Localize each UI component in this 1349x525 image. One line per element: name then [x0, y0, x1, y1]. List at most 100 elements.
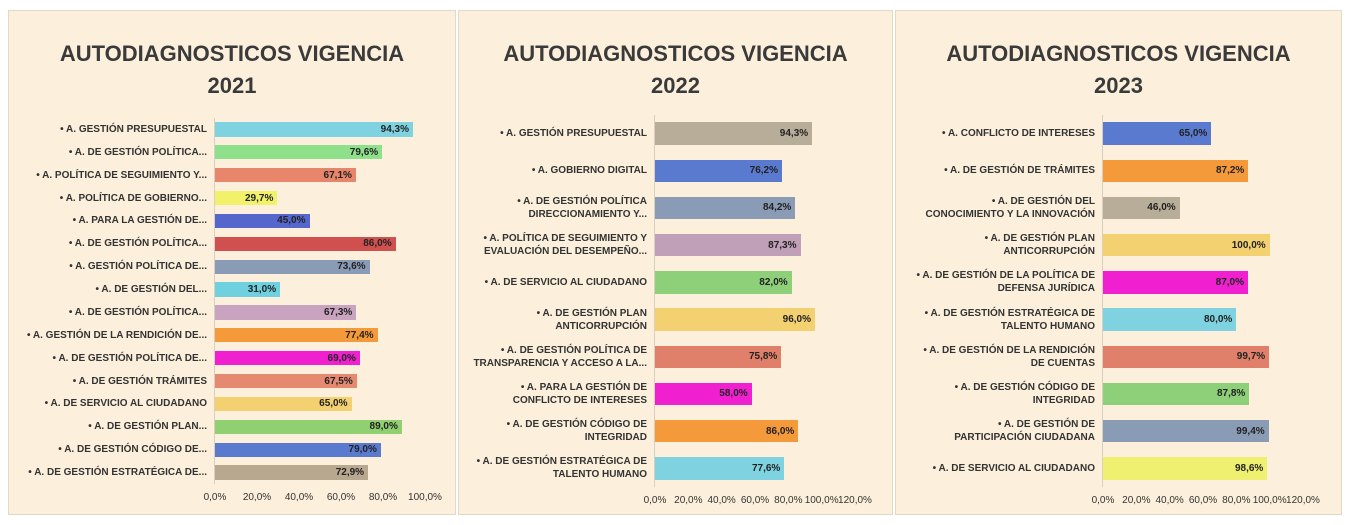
bar [215, 373, 357, 389]
bar [655, 457, 785, 480]
category-label: • A. DE GESTIÓN CÓDIGO DE INTEGRIDAD [954, 381, 1095, 406]
category-label: • A. DE GESTIÓN CÓDIGO DE... [58, 444, 207, 456]
value-label: 87,8% [1216, 388, 1246, 400]
category-label: • A. GESTIÓN DE LA RENDICIÓN DE... [27, 329, 207, 341]
value-label: 58,0% [719, 388, 748, 400]
bar [215, 305, 357, 320]
bar [655, 271, 792, 294]
bar [215, 442, 381, 457]
x-tick-label: 0,0% [643, 495, 667, 506]
bar [1103, 420, 1269, 443]
bar [655, 196, 796, 220]
category-label: • A. GOBIERNO DIGITAL [531, 165, 647, 177]
category-label: • A. POLÍTICA DE GOBIERNO... [59, 192, 207, 204]
bar [1103, 122, 1212, 145]
category-label: • A. DE GESTIÓN ESTRATÉGICA DE... [28, 467, 207, 479]
bar [1103, 457, 1268, 480]
category-label: • A. GESTIÓN POLÍTICA DE... [69, 261, 207, 273]
bar [1103, 345, 1270, 368]
chart-title: AUTODIAGNOSTICOS VIGENCIA 2023 [946, 41, 1291, 98]
x-tick-label: 20,0% [242, 492, 272, 503]
value-label: 100,0% [1231, 239, 1266, 251]
bar [1103, 159, 1249, 182]
x-tick-label: 100,0% [1252, 495, 1287, 506]
category-label: • A. GESTIÓN PRESUPUESTAL [500, 128, 647, 140]
bar [215, 396, 352, 412]
category-label: • A. DE GESTIÓN POLÍTICA... [68, 146, 207, 158]
value-label: 94,3% [779, 128, 809, 140]
x-tick-label: 40,0% [1155, 495, 1184, 506]
value-label: 86,0% [765, 425, 795, 437]
value-label: 72,9% [335, 467, 365, 479]
value-label: 99,4% [1236, 425, 1265, 437]
bar [655, 159, 782, 182]
bar [655, 345, 782, 368]
category-label: • A. CONFLICTO DE INTERESES [942, 128, 1095, 140]
value-label: 82,0% [759, 276, 788, 288]
value-label: 98,6% [1234, 462, 1264, 474]
bar [655, 122, 813, 145]
x-tick-label: 20,0% [1122, 495, 1151, 506]
value-label: 79,0% [348, 444, 377, 456]
bar [655, 308, 815, 331]
axis-line [1102, 115, 1103, 487]
value-label: 99,7% [1236, 351, 1266, 363]
x-tick-label: 40,0% [707, 495, 736, 506]
value-label: 77,4% [345, 329, 374, 341]
category-label: • A. DE GESTIÓN TRÁMITES [72, 375, 207, 387]
x-tick-label: 0,0% [1091, 495, 1115, 506]
axis-line [214, 118, 215, 484]
axis-line [654, 115, 655, 487]
category-label: • A. GESTIÓN PRESUPUESTAL [60, 123, 207, 135]
bar [1103, 308, 1237, 331]
value-label: 79,6% [349, 146, 379, 158]
value-label: 29,7% [245, 192, 274, 204]
chart-title: AUTODIAGNOSTICOS VIGENCIA 2021 [59, 41, 405, 98]
category-label: • A. DE GESTIÓN POLÍTICA... [68, 306, 207, 318]
category-label: • A. DE GESTIÓN ESTRATÉGICA DE TALENTO H… [476, 456, 647, 481]
value-label: 31,0% [247, 284, 277, 296]
chart-title: AUTODIAGNOSTICOS VIGENCIA 2022 [503, 41, 848, 98]
bar [215, 145, 383, 160]
category-label: • A. DE GESTIÓN PLAN... [88, 421, 207, 433]
category-label: • A. DE GESTIÓN POLÍTICA DE... [52, 352, 207, 364]
value-label: 45,0% [277, 215, 306, 227]
value-label: 73,6% [337, 261, 366, 273]
x-tick-label: 20,0% [674, 495, 703, 506]
x-tick-label: 60,0% [1188, 495, 1218, 506]
category-label: • A. DE GESTIÓN DEL... [95, 284, 207, 296]
value-label: 87,3% [768, 239, 797, 251]
x-tick-label: 80,0% [368, 492, 398, 503]
category-label: • A. DE GESTIÓN CÓDIGO DE INTEGRIDAD [506, 419, 647, 444]
value-label: 65,0% [319, 398, 348, 410]
value-label: 67,1% [323, 169, 352, 181]
x-tick-label: 120,0% [1286, 495, 1320, 506]
bar [1103, 382, 1250, 406]
bar [215, 351, 360, 366]
x-tick-label: 60,0% [326, 492, 356, 503]
bar [655, 234, 801, 257]
x-tick-label: 100,0% [408, 492, 442, 503]
x-tick-label: 80,0% [774, 495, 803, 506]
category-label: • A. DE SERVICIO AL CIUDADANO [932, 462, 1095, 474]
value-label: 87,0% [1215, 276, 1244, 288]
bar [215, 465, 369, 480]
category-label: • A. PARA LA GESTIÓN DE... [72, 215, 207, 227]
category-label: • A. DE GESTIÓN POLÍTICA... [68, 238, 207, 250]
bar [215, 259, 370, 274]
category-label: • A. DE GESTIÓN DEL CONOCIMIENTO Y LA IN… [925, 195, 1095, 220]
bar [1103, 234, 1270, 257]
bar [215, 236, 396, 251]
category-label: • A. DE GESTIÓN PLAN ANTICORRUPCIÓN [536, 307, 647, 332]
value-label: 86,0% [363, 238, 392, 250]
bar [215, 168, 356, 183]
value-label: 46,0% [1147, 202, 1176, 214]
bar [1103, 196, 1180, 220]
bar [215, 122, 414, 137]
value-label: 89,0% [369, 421, 398, 433]
category-label: • A. DE GESTIÓN POLÍTICA DE TRANSPARENCI… [473, 344, 647, 369]
category-label: • A. DE GESTIÓN PLAN ANTICORRUPCIÓN [984, 233, 1095, 258]
value-label: 76,2% [749, 165, 778, 177]
value-label: 80,0% [1203, 314, 1233, 326]
